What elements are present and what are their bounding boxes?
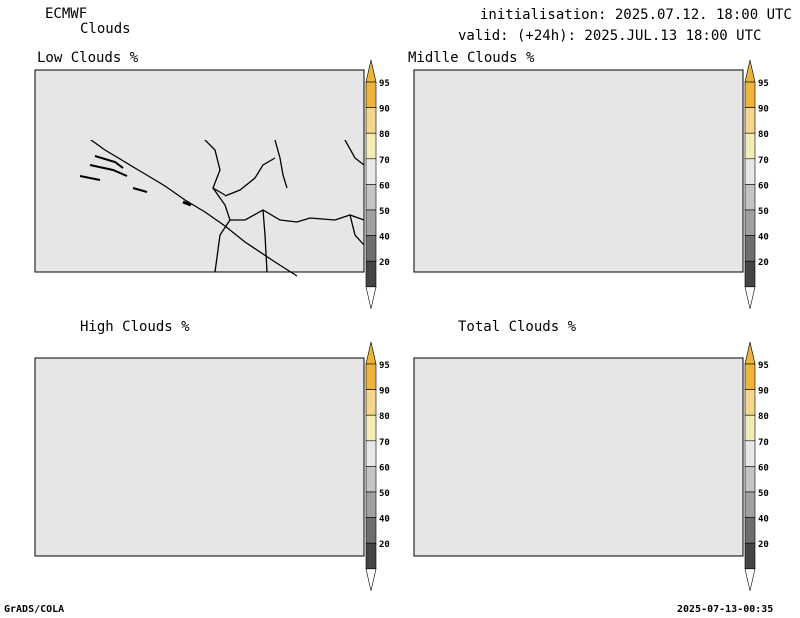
colorbar-label: 20	[379, 258, 390, 268]
colorbar-segment	[744, 235, 756, 262]
panel-high-clouds	[34, 357, 365, 557]
panel-total-clouds	[413, 357, 744, 557]
colorbar-arrow-top	[365, 341, 377, 365]
colorbar-label: 60	[758, 181, 769, 191]
colorbar-segment	[365, 260, 377, 288]
colorbar-segment	[744, 491, 756, 518]
colorbar-segment	[744, 440, 756, 467]
colorbar-segment	[744, 107, 756, 134]
colorbar-segment	[365, 466, 377, 493]
colorbar-segment	[365, 517, 377, 544]
colorbar-label: 95	[758, 79, 769, 89]
colorbar-label: 50	[758, 207, 769, 217]
colorbar-middle: 95 90 80 70 60 50 40 20	[744, 59, 769, 309]
colorbar-label: 70	[379, 438, 390, 448]
colorbar-label: 80	[379, 130, 390, 140]
colorbar-label: 40	[379, 233, 390, 243]
colorbar-label: 40	[758, 515, 769, 525]
colorbar-label: 80	[758, 412, 769, 422]
colorbar-label: 95	[379, 361, 390, 371]
colorbar-segment	[744, 158, 756, 185]
colorbar-segment	[365, 363, 377, 390]
colorbar-low: 95 90 80 70 60 50 40 20	[365, 59, 390, 309]
colorbar-label: 60	[758, 463, 769, 473]
colorbar-segment	[365, 389, 377, 416]
colorbar-label: 60	[379, 463, 390, 473]
colorbar-label: 70	[758, 438, 769, 448]
colorbar-segment	[365, 414, 377, 442]
colorbar-arrow-top	[365, 59, 377, 83]
colorbar-label: 90	[758, 105, 769, 115]
colorbar-segment	[365, 184, 377, 211]
colorbar-label: 40	[758, 233, 769, 243]
colorbar-segment	[365, 235, 377, 262]
colorbar-label: 80	[758, 130, 769, 140]
colorbar-segment	[744, 81, 756, 108]
colorbar-label: 50	[379, 489, 390, 499]
panel-title-middle: Midlle Clouds %	[408, 50, 535, 66]
colorbar-segment	[365, 81, 377, 108]
colorbar-segment	[744, 132, 756, 160]
colorbar-label: 90	[379, 105, 390, 115]
colorbar-label: 90	[379, 387, 390, 397]
colorbar-label: 20	[379, 540, 390, 550]
colorbar-label: 20	[758, 540, 769, 550]
colorbar-label: 70	[379, 156, 390, 166]
model-name: ECMWF	[45, 6, 88, 22]
footer-software: GrADS/COLA	[4, 604, 65, 615]
colorbar-segment	[744, 363, 756, 390]
colorbar-segment	[744, 260, 756, 288]
colorbar-label: 80	[379, 412, 390, 422]
colorbar-segment	[744, 517, 756, 544]
footer-timestamp: 2025-07-13-00:35	[677, 604, 774, 615]
colorbar-segment	[365, 107, 377, 134]
colorbar-segment	[365, 132, 377, 160]
colorbar-arrow-bottom	[365, 568, 377, 591]
colorbar-arrow-top	[744, 341, 756, 365]
colorbar-segment	[744, 389, 756, 416]
colorbar-label: 95	[379, 79, 390, 89]
colorbar-label: 20	[758, 258, 769, 268]
panel-title-low: Low Clouds %	[37, 50, 139, 66]
panel-low-clouds	[34, 69, 366, 278]
colorbar-segment	[744, 184, 756, 211]
colorbar-segment	[365, 542, 377, 570]
colorbar-segment	[365, 491, 377, 518]
colorbar-label: 70	[758, 156, 769, 166]
colorbar-segment	[744, 542, 756, 570]
colorbar-segment	[365, 158, 377, 185]
colorbar-label: 40	[379, 515, 390, 525]
colorbar-total: 95 90 80 70 60 50 40 20	[744, 341, 769, 591]
colorbar-label: 50	[379, 207, 390, 217]
panel-title-high: High Clouds %	[80, 319, 190, 335]
product-name: Clouds	[80, 21, 131, 37]
panel-title-total: Total Clouds %	[458, 319, 577, 335]
colorbar-segment	[744, 209, 756, 236]
colorbar-arrow-top	[744, 59, 756, 83]
colorbars: 95 90 80 70 60 50 40 20 95 90 80 70 60 50 40 20 95 90 80 70…	[365, 59, 769, 591]
colorbar-segment	[744, 414, 756, 442]
colorbar-label: 50	[758, 489, 769, 499]
colorbar-high: 95 90 80 70 60 50 40 20	[365, 341, 390, 591]
colorbar-segment	[365, 209, 377, 236]
colorbar-label: 90	[758, 387, 769, 397]
colorbar-segment	[365, 440, 377, 467]
colorbar-arrow-bottom	[744, 568, 756, 591]
colorbar-arrow-bottom	[744, 286, 756, 309]
colorbar-segment	[744, 466, 756, 493]
colorbar-label: 95	[758, 361, 769, 371]
initialisation-time: initialisation: 2025.07.12. 18:00 UTC	[480, 7, 792, 23]
colorbar-label: 60	[379, 181, 390, 191]
valid-time: valid: (+24h): 2025.JUL.13 18:00 UTC	[458, 28, 762, 44]
colorbar-arrow-bottom	[365, 286, 377, 309]
panel-middle-clouds	[413, 69, 744, 273]
